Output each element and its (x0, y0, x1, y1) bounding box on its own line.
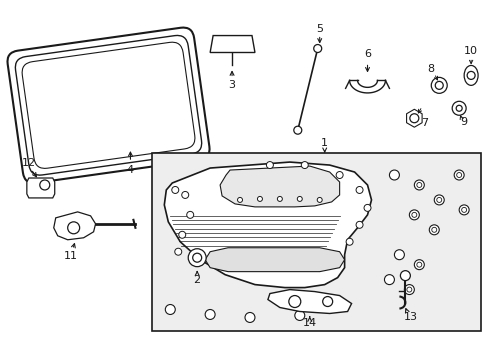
Circle shape (404, 285, 413, 294)
Polygon shape (164, 162, 371, 288)
Polygon shape (54, 212, 95, 240)
Circle shape (436, 197, 441, 202)
FancyBboxPatch shape (22, 42, 195, 168)
Circle shape (205, 310, 215, 319)
Circle shape (293, 126, 301, 134)
Text: 8: 8 (427, 64, 434, 75)
Circle shape (335, 171, 343, 179)
Circle shape (174, 248, 182, 255)
Text: 9: 9 (460, 117, 467, 127)
Circle shape (408, 210, 419, 220)
Circle shape (428, 225, 438, 235)
Text: 1: 1 (321, 138, 327, 148)
Circle shape (186, 211, 193, 219)
Circle shape (363, 204, 370, 211)
Circle shape (394, 250, 404, 260)
Polygon shape (205, 248, 344, 272)
Circle shape (409, 114, 418, 123)
Text: 13: 13 (403, 312, 416, 323)
Circle shape (461, 207, 466, 212)
Circle shape (294, 310, 304, 320)
Polygon shape (210, 36, 254, 53)
Circle shape (313, 45, 321, 53)
Circle shape (40, 180, 50, 190)
Circle shape (244, 312, 254, 323)
Text: 6: 6 (363, 49, 370, 59)
Text: 5: 5 (316, 24, 323, 33)
Circle shape (413, 180, 424, 190)
Ellipse shape (463, 66, 477, 85)
Circle shape (453, 170, 463, 180)
Circle shape (416, 183, 421, 188)
Circle shape (413, 260, 424, 270)
Circle shape (297, 197, 302, 201)
Circle shape (179, 231, 185, 238)
Circle shape (346, 238, 352, 245)
Circle shape (431, 227, 436, 232)
Circle shape (416, 262, 421, 267)
Circle shape (188, 249, 206, 267)
Circle shape (384, 275, 394, 285)
Circle shape (456, 172, 461, 177)
Text: 10: 10 (463, 46, 477, 57)
Circle shape (317, 197, 322, 202)
Bar (152, 153, 480, 332)
Circle shape (466, 71, 474, 80)
Circle shape (182, 192, 188, 198)
Text: 7: 7 (420, 118, 427, 128)
Circle shape (434, 81, 442, 89)
Circle shape (192, 253, 201, 262)
Circle shape (411, 212, 416, 217)
Circle shape (288, 296, 300, 307)
Text: 3: 3 (228, 80, 235, 90)
Circle shape (257, 197, 262, 201)
Circle shape (67, 222, 80, 234)
Circle shape (355, 186, 362, 193)
Circle shape (400, 271, 409, 280)
Circle shape (237, 197, 242, 202)
Circle shape (355, 221, 362, 228)
Polygon shape (220, 166, 339, 207)
FancyBboxPatch shape (7, 28, 209, 183)
Text: 2: 2 (193, 275, 201, 285)
Text: 11: 11 (63, 251, 78, 261)
Polygon shape (27, 178, 55, 198)
Circle shape (322, 297, 332, 306)
Polygon shape (406, 109, 421, 127)
Circle shape (451, 101, 465, 115)
FancyBboxPatch shape (15, 35, 201, 175)
Circle shape (171, 186, 179, 193)
Text: 4: 4 (126, 165, 134, 175)
Circle shape (455, 105, 461, 111)
Polygon shape (267, 289, 351, 314)
Circle shape (406, 287, 411, 292)
Circle shape (388, 170, 399, 180)
Circle shape (266, 162, 273, 168)
Circle shape (277, 197, 282, 201)
Circle shape (458, 205, 468, 215)
Text: 12: 12 (22, 158, 36, 168)
Circle shape (430, 77, 447, 93)
Circle shape (433, 195, 443, 205)
Text: 14: 14 (302, 319, 316, 328)
Circle shape (165, 305, 175, 315)
Circle shape (301, 162, 307, 168)
